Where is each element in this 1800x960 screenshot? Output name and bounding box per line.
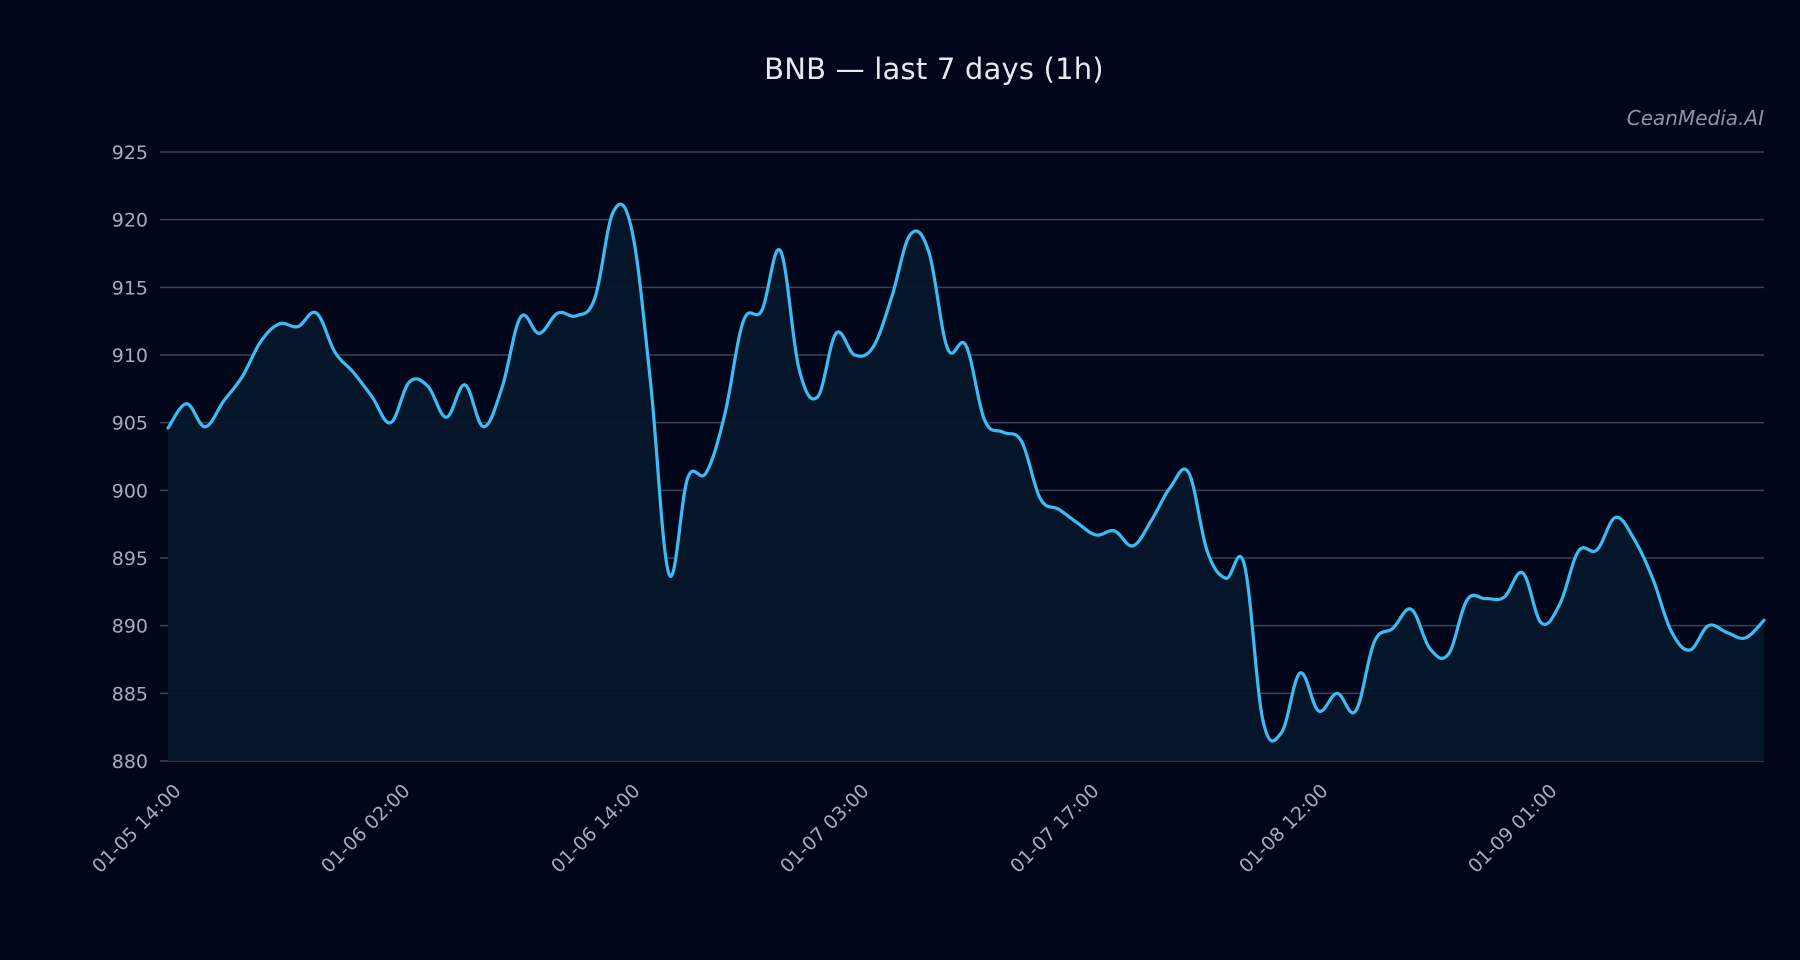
y-tick-label: 885 bbox=[112, 683, 148, 705]
x-tick-label: 01-07 17:00 bbox=[1006, 780, 1104, 878]
y-axis: 880 885 890 895 900 905 910 915 920 925 bbox=[112, 142, 148, 773]
x-tick-label: 01-09 01:00 bbox=[1464, 780, 1562, 878]
price-line bbox=[166, 202, 1766, 743]
x-tick-label: 01-06 14:00 bbox=[547, 780, 645, 878]
x-tick-label: 01-07 03:00 bbox=[776, 780, 874, 878]
y-tick-label: 925 bbox=[112, 142, 148, 164]
y-tick-label: 880 bbox=[112, 751, 148, 773]
y-tick-label: 905 bbox=[112, 413, 148, 435]
y-tick-label: 900 bbox=[112, 480, 148, 502]
x-tick-label: 01-06 02:00 bbox=[317, 780, 415, 878]
y-tick-label: 890 bbox=[112, 616, 148, 638]
chart-title: BNB — last 7 days (1h) bbox=[764, 52, 1104, 86]
y-tick-label: 920 bbox=[112, 210, 148, 232]
x-tick-label: 01-08 12:00 bbox=[1235, 780, 1333, 878]
y-tick-label: 910 bbox=[112, 345, 148, 367]
price-area-fill bbox=[168, 204, 1764, 761]
y-tick-label: 895 bbox=[112, 548, 148, 570]
watermark: CeanMedia.AI bbox=[1626, 106, 1764, 130]
y-tick-label: 915 bbox=[112, 277, 148, 299]
x-axis: 01-05 14:00 01-06 02:00 01-06 14:00 01-07 0… bbox=[88, 780, 1562, 878]
x-tick-label: 01-05 14:00 bbox=[88, 780, 186, 878]
